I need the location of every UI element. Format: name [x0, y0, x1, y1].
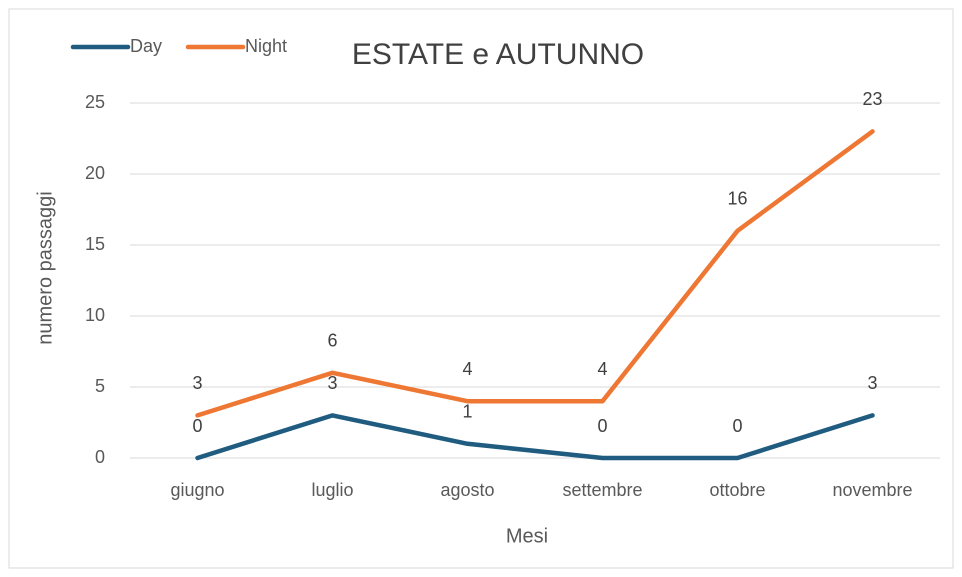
data-label: 6 [327, 331, 337, 351]
legend-label: Night [245, 36, 287, 56]
y-tick-label: 0 [95, 447, 105, 467]
series-line [195, 129, 875, 418]
data-label: 3 [867, 373, 877, 393]
y-tick-label: 5 [95, 376, 105, 396]
x-tick-label: ottobre [709, 480, 765, 500]
y-tick-label: 20 [85, 163, 105, 183]
chart-border [8, 8, 954, 569]
x-tick-label: giugno [170, 480, 224, 500]
data-label: 0 [597, 416, 607, 436]
y-tick-label: 15 [85, 234, 105, 254]
y-axis-title: numero passaggi [34, 191, 56, 344]
y-tick-label: 10 [85, 305, 105, 325]
data-label: 3 [192, 373, 202, 393]
legend-label: Day [130, 36, 162, 56]
x-tick-label: agosto [440, 480, 494, 500]
data-label: 0 [192, 416, 202, 436]
data-label: 3 [327, 373, 337, 393]
x-tick-label: luglio [311, 480, 353, 500]
x-axis-title: Mesi [506, 525, 548, 547]
y-tick-label: 25 [85, 92, 105, 112]
data-label: 4 [597, 359, 607, 379]
data-label: 23 [862, 89, 882, 109]
x-tick-label: novembre [832, 480, 912, 500]
series-line [195, 413, 875, 461]
x-tick-label: settembre [562, 480, 642, 500]
data-label: 0 [732, 416, 742, 436]
data-label: 16 [727, 189, 747, 209]
data-label: 1 [462, 402, 472, 422]
chart-title: ESTATE e AUTUNNO [352, 38, 644, 71]
data-label: 4 [462, 359, 472, 379]
